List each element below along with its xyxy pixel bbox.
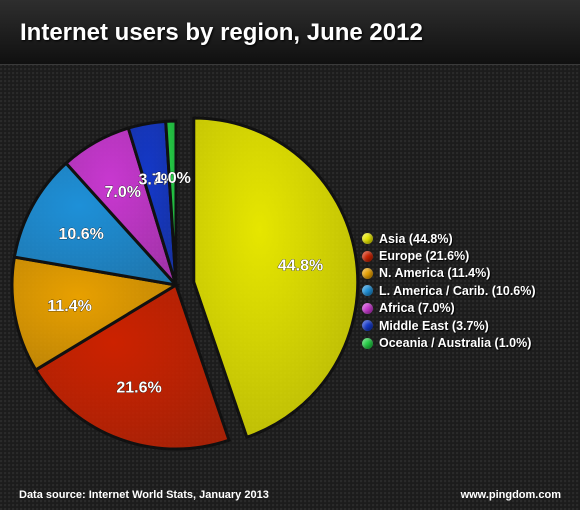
legend-swatch	[362, 267, 373, 279]
legend-item: Oceania / Australia (1.0%)	[362, 334, 536, 351]
legend-label: N. America (11.4%)	[379, 266, 491, 281]
pie-slice-europe	[33, 282, 231, 451]
legend-item: L. America / Carib. (10.6%)	[362, 282, 536, 299]
data-source-note: Data source: Internet World Stats, Janua…	[19, 489, 269, 501]
legend-swatch	[362, 250, 373, 262]
legend-swatch	[362, 302, 373, 314]
legend-label: Europe (21.6%)	[379, 249, 470, 264]
pie-slice-asia	[192, 116, 360, 440]
slice-label: 7.0%	[104, 184, 140, 201]
legend-label: Middle East (3.7%)	[379, 318, 489, 333]
legend-swatch	[362, 337, 373, 349]
legend-item: Africa (7.0%)	[362, 300, 536, 317]
legend-swatch	[362, 233, 373, 245]
pie-slice-l-america-carib	[12, 161, 181, 288]
legend-label: L. America / Carib. (10.6%)	[379, 283, 536, 298]
site-url: www.pingdom.com	[460, 489, 561, 501]
slice-label: 3.7%	[139, 171, 175, 188]
slice-label: 10.6%	[59, 226, 104, 243]
slice-label: 11.4%	[47, 298, 91, 315]
legend-item: Middle East (3.7%)	[362, 317, 536, 334]
legend: Asia (44.8%) Europe (21.6%) N. America (11…	[362, 230, 536, 352]
title-bar: Internet users by region, June 2012	[0, 0, 580, 65]
legend-swatch	[362, 285, 373, 297]
legend-item: N. America (11.4%)	[362, 265, 536, 282]
pie-slice-n-america	[10, 255, 181, 373]
chart-title: Internet users by region, June 2012	[20, 19, 423, 46]
legend-item: Europe (21.6%)	[362, 247, 536, 264]
slice-label: 44.8%	[278, 257, 323, 274]
legend-label: Oceania / Australia (1.0%)	[379, 336, 532, 351]
legend-item: Asia (44.8%)	[362, 230, 536, 247]
slice-label: 1.0%	[154, 170, 190, 187]
pie-slice-oceania-australia	[164, 119, 178, 286]
legend-label: Africa (7.0%)	[379, 301, 455, 316]
legend-label: Asia (44.8%)	[379, 231, 453, 246]
slice-label: 21.6%	[116, 380, 161, 397]
legend-swatch	[362, 320, 373, 332]
